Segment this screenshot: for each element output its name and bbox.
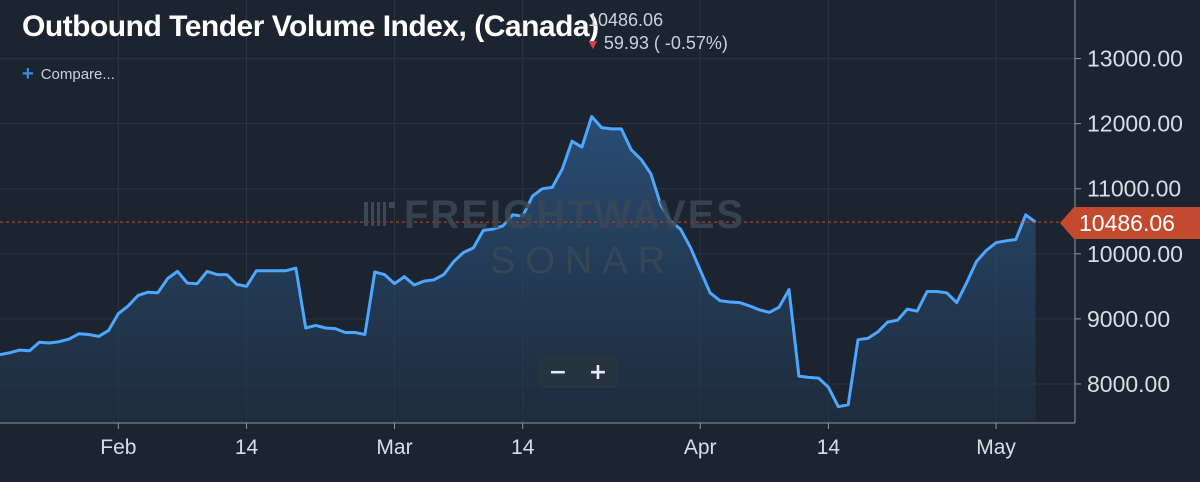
y-tick-label-5: 13000.00 bbox=[1087, 46, 1183, 72]
y-tick-label-0: 8000.00 bbox=[1087, 371, 1170, 397]
compare-label: Compare... bbox=[40, 66, 115, 83]
current-price: 10486.06 bbox=[588, 10, 664, 30]
zoom-controls: − + bbox=[538, 356, 618, 388]
x-tick-label-5: 14 bbox=[817, 436, 841, 459]
y-tick-label-3: 11000.00 bbox=[1087, 176, 1181, 202]
price-change-text: 59.93 ( -0.57%) bbox=[603, 33, 728, 53]
zoom-in-button[interactable]: + bbox=[578, 356, 618, 388]
last-value-label: 10486.06 bbox=[1079, 210, 1175, 236]
x-tick-label-6: May bbox=[976, 436, 1016, 459]
series-area bbox=[0, 116, 1036, 423]
x-tick-label-0: Feb bbox=[100, 436, 136, 459]
y-axis-ticks: 8000.00 9000.00 10000.00 11000.00 12000.00 13… bbox=[1075, 46, 1183, 397]
freightwaves-logo-icon bbox=[364, 202, 395, 226]
compare-button[interactable]: + Compare... bbox=[22, 63, 115, 85]
y-tick-label-4: 12000.00 bbox=[1087, 111, 1183, 137]
x-tick-label-4: Apr bbox=[684, 436, 717, 459]
chart-title: Outbound Tender Volume Index, (Canada) bbox=[22, 10, 599, 43]
watermark-freightwaves: FREIGHTWAVES bbox=[404, 193, 746, 237]
down-arrow-icon: ▼ bbox=[586, 36, 600, 52]
price-change: ▼ 59.93 ( -0.57%) bbox=[586, 33, 728, 54]
x-tick-label-3: 14 bbox=[511, 436, 535, 459]
y-tick-label-2: 10000.00 bbox=[1087, 241, 1183, 267]
x-axis-ticks: Feb 14 Mar 14 Apr 14 May bbox=[100, 423, 1016, 459]
series-line-layer bbox=[0, 115, 1037, 409]
x-tick-label-1: 14 bbox=[235, 436, 259, 459]
x-tick-label-2: Mar bbox=[376, 436, 412, 459]
plus-icon: + bbox=[22, 63, 34, 85]
y-tick-label-1: 9000.00 bbox=[1087, 306, 1170, 332]
area-fill bbox=[0, 116, 1036, 423]
zoom-out-button[interactable]: − bbox=[538, 356, 578, 388]
watermark-sonar: SONAR bbox=[490, 240, 676, 282]
last-value-tag bbox=[1060, 207, 1200, 239]
series-line bbox=[0, 115, 1037, 409]
